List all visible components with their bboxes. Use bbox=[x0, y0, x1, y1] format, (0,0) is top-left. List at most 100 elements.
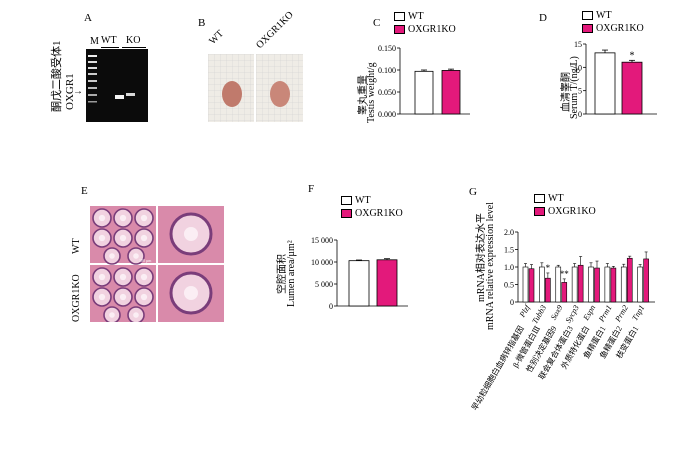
significance-marker: * bbox=[630, 50, 635, 61]
panel-c-label: C bbox=[373, 17, 381, 29]
tubule-lumen bbox=[184, 286, 198, 300]
panel-e-label: E bbox=[81, 185, 88, 197]
y-tick-label: 1.0 bbox=[504, 263, 514, 272]
tubule-lumen bbox=[98, 293, 106, 301]
y-tick-label: 0.000 bbox=[378, 110, 396, 119]
gel-marker-label: M bbox=[90, 36, 99, 47]
y-tick-label: 1.5 bbox=[504, 246, 514, 255]
testis-photo bbox=[208, 54, 303, 122]
y-tick-label: 0.050 bbox=[378, 88, 396, 97]
y-tick-label: 0.5 bbox=[504, 281, 514, 290]
marker-band bbox=[88, 94, 97, 96]
tubule-lumen bbox=[140, 293, 148, 301]
ko-testis bbox=[270, 81, 290, 107]
category-label: Sycp3 bbox=[564, 304, 581, 325]
bar-wt-prm1 bbox=[604, 266, 611, 303]
bar-oxgr1ko-tnp1 bbox=[643, 258, 649, 303]
bar-wt-tnp1 bbox=[637, 266, 643, 303]
bar-wt-espn bbox=[588, 266, 594, 303]
panel-d-label: D bbox=[539, 12, 547, 24]
tubule-lumen bbox=[98, 273, 106, 281]
wt-band bbox=[115, 95, 124, 99]
tubule-lumen bbox=[109, 312, 115, 318]
y-tick-label: 2.0 bbox=[504, 228, 514, 237]
wt-testis bbox=[222, 81, 242, 107]
y-tick-label: 10 bbox=[574, 63, 582, 72]
tubule-lumen bbox=[98, 214, 106, 222]
category-label: Tnp1 bbox=[630, 304, 646, 323]
y-tick-label: 0.100 bbox=[378, 66, 396, 75]
tubule-lumen bbox=[119, 293, 127, 301]
chart-c: 0.000 0.050 0.100 0.150 bbox=[378, 44, 470, 119]
bar-oxgr1ko-espn bbox=[594, 267, 600, 303]
chart-g: 00.51.01.52.0Plzf早幼粒细胞白血病锌指基因Tubb3β-微管蛋白… bbox=[469, 228, 655, 412]
legend-c-wt: WT bbox=[394, 11, 424, 22]
y-tick-label: 10 000 bbox=[311, 258, 333, 267]
y-tick-label: 0 bbox=[329, 302, 333, 311]
chart-f: 0 5 000 10 000 15 000 bbox=[311, 236, 408, 311]
tubule-lumen bbox=[109, 253, 115, 259]
bar-oxgr1ko-prm1 bbox=[610, 267, 617, 303]
marker-band bbox=[88, 55, 97, 57]
legend-g-ko: OXGR1KO bbox=[534, 206, 596, 217]
panel-a-label: A bbox=[84, 12, 92, 24]
y-tick-label: 0 bbox=[578, 110, 582, 119]
tubule-lumen bbox=[140, 214, 148, 222]
bar-wt-plzf bbox=[522, 266, 529, 303]
bar-wt-tubb3 bbox=[539, 266, 545, 303]
tubule-lumen bbox=[119, 273, 127, 281]
gel-ko-label: KO bbox=[126, 35, 141, 46]
marker-band bbox=[88, 67, 97, 69]
ko-band bbox=[126, 93, 135, 96]
y-tick-label: 15 bbox=[574, 40, 582, 49]
photo-wt-label: WT bbox=[207, 28, 226, 47]
tubule-lumen bbox=[133, 253, 139, 259]
y-tick-label: 0.150 bbox=[378, 44, 396, 53]
bar-wt bbox=[414, 70, 434, 115]
scale-bar-label: 100 µm bbox=[139, 258, 152, 263]
bar-oxgr1ko-prm2 bbox=[626, 257, 633, 303]
tubule-lumen bbox=[119, 234, 127, 242]
legend-g-wt: WT bbox=[534, 193, 564, 204]
tubule-lumen bbox=[133, 312, 139, 318]
significance-marker: * bbox=[546, 263, 551, 273]
tubule-lumen bbox=[184, 227, 198, 241]
bar-oxgr1ko bbox=[441, 70, 461, 115]
panel-g-label: G bbox=[469, 186, 477, 198]
legend-d-ko: OXGR1KO bbox=[582, 23, 644, 34]
photo-ko-label: OXGR1KO bbox=[254, 9, 296, 52]
tubule-lumen bbox=[140, 273, 148, 281]
category-label: Espn bbox=[581, 304, 597, 323]
bar-oxgr1ko-tubb3 bbox=[545, 277, 551, 303]
legend-f-ko: OXGR1KO bbox=[341, 208, 403, 219]
category-label: Sox9 bbox=[549, 304, 565, 322]
bar-wt-sycp3 bbox=[571, 266, 578, 303]
y-tick-label: 0 bbox=[510, 298, 514, 307]
gel-arrow-icon: → bbox=[73, 86, 83, 97]
histo-ko-label: OXGR1KO bbox=[71, 274, 82, 322]
legend-c-ko: OXGR1KO bbox=[394, 24, 456, 35]
gel-wt-label: WT bbox=[101, 35, 117, 46]
histology-image bbox=[90, 206, 224, 322]
gel-background bbox=[86, 49, 148, 122]
panel-f-label: F bbox=[308, 183, 315, 195]
y-tick-label: 5 000 bbox=[315, 280, 333, 289]
legend-d-wt: WT bbox=[582, 10, 612, 21]
gel-image bbox=[86, 49, 148, 122]
bar-oxgr1ko-sox9 bbox=[561, 282, 568, 303]
y-tick-label: 5 bbox=[578, 87, 582, 96]
tubule-lumen bbox=[140, 234, 148, 242]
marker-band bbox=[88, 87, 97, 89]
category-label: Plzf bbox=[517, 302, 532, 320]
tubule-lumen bbox=[98, 234, 106, 242]
category-label: Tubb3 bbox=[530, 304, 548, 326]
tubule-lumen bbox=[119, 214, 127, 222]
bar-oxgr1ko-plzf bbox=[528, 268, 535, 303]
bar-wt-prm2 bbox=[620, 266, 627, 303]
histo-wt-label: WT bbox=[71, 238, 82, 254]
bar-oxgr1ko bbox=[376, 259, 398, 307]
gel-wt-underline bbox=[101, 47, 119, 48]
category-label: Prm1 bbox=[596, 304, 613, 325]
bar-oxgr1ko bbox=[621, 61, 643, 115]
marker-band bbox=[88, 61, 97, 63]
